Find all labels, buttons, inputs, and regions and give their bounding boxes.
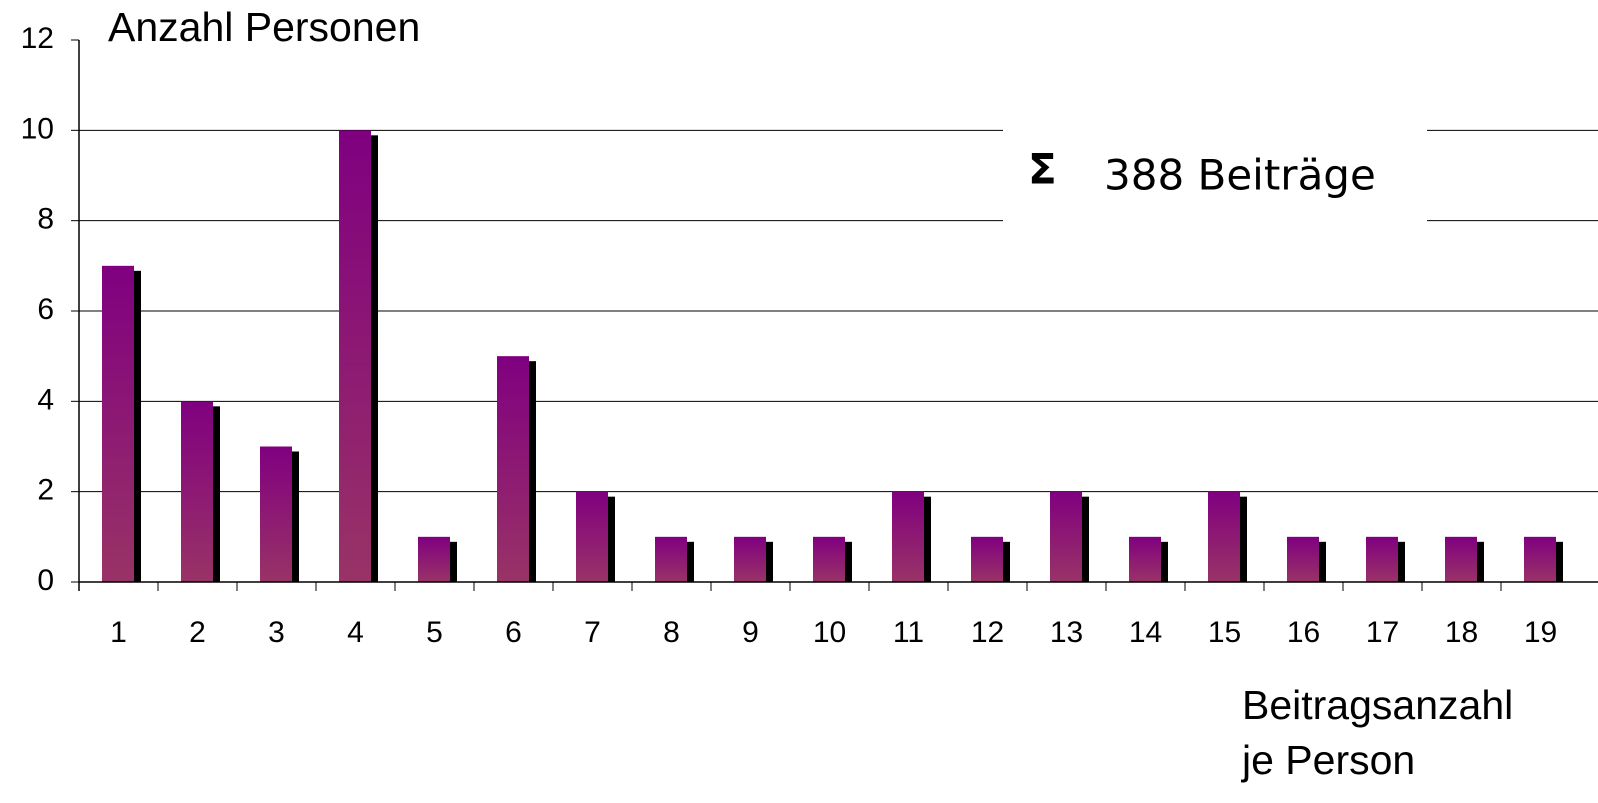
x-tick-label: 14 [1129, 616, 1162, 649]
bar [102, 265, 134, 582]
bar [1050, 491, 1082, 582]
bar [181, 401, 213, 582]
y-axis-label: Anzahl Personen [108, 4, 420, 50]
x-tick-label: 8 [663, 616, 680, 649]
x-tick-label: 15 [1208, 616, 1241, 649]
bar [339, 130, 371, 583]
bar-shadow [133, 270, 141, 582]
bar [971, 536, 1003, 582]
bar-shadow [686, 541, 694, 582]
bar [260, 446, 292, 582]
x-tick-label: 11 [893, 616, 924, 649]
bar [1208, 491, 1240, 582]
x-tick-label: 19 [1524, 616, 1557, 649]
bar [1129, 536, 1161, 582]
bar [892, 491, 924, 582]
bar [655, 536, 687, 582]
bar-shadow [528, 361, 536, 582]
bar [576, 491, 608, 582]
x-tick-label: 12 [971, 616, 1004, 649]
bar [813, 536, 845, 582]
y-tick-label: 2 [37, 474, 54, 507]
bar [1445, 536, 1477, 582]
bar [418, 536, 450, 582]
x-tick-label: 9 [742, 616, 759, 649]
x-tick-label: 18 [1445, 616, 1478, 649]
x-tick-label: 6 [505, 616, 522, 649]
x-tick-label: 16 [1287, 616, 1320, 649]
x-tick-label: 7 [584, 616, 601, 649]
x-tick-label: 2 [189, 616, 206, 649]
bar-shadow [844, 541, 852, 582]
y-tick-label: 4 [37, 383, 54, 416]
bar [1524, 536, 1556, 582]
bar-shadow [370, 135, 378, 583]
bar-shadow [291, 451, 299, 582]
bar-shadow [1397, 541, 1405, 582]
x-axis-label: Beitragsanzahl [1242, 682, 1513, 728]
x-tick-label: 1 [110, 616, 127, 649]
annotation-symbol: Σ [1028, 145, 1057, 194]
y-tick-label: 10 [21, 112, 54, 145]
bar-shadow [449, 541, 457, 582]
x-tick-label: 17 [1366, 616, 1399, 649]
bar-shadow [1002, 541, 1010, 582]
x-axis-label: je Person [1241, 737, 1415, 783]
y-tick-label: 0 [37, 564, 54, 597]
bar-shadow [765, 541, 773, 582]
bar [734, 536, 766, 582]
bar-shadow [1081, 496, 1089, 582]
annotation-box [1003, 124, 1427, 226]
bar-shadow [1160, 541, 1168, 582]
bar [1287, 536, 1319, 582]
y-tick-label: 12 [21, 22, 54, 55]
bar-shadow [212, 406, 220, 582]
bar-shadow [607, 496, 615, 582]
y-tick-label: 8 [37, 203, 54, 236]
x-tick-label: 13 [1050, 616, 1083, 649]
annotation: 388 Beiträge [1104, 151, 1376, 200]
x-tick-label: 4 [347, 616, 364, 649]
y-tick-label: 6 [37, 293, 54, 326]
bar-shadow [1239, 496, 1247, 582]
bar [497, 356, 529, 582]
x-tick-label: 3 [268, 616, 285, 649]
bar-shadow [1555, 541, 1563, 582]
x-tick-label: 5 [426, 616, 443, 649]
bar [1366, 536, 1398, 582]
bar-shadow [1318, 541, 1326, 582]
bar-shadow [923, 496, 931, 582]
bar-shadow [1476, 541, 1484, 582]
x-tick-label: 10 [813, 616, 846, 649]
